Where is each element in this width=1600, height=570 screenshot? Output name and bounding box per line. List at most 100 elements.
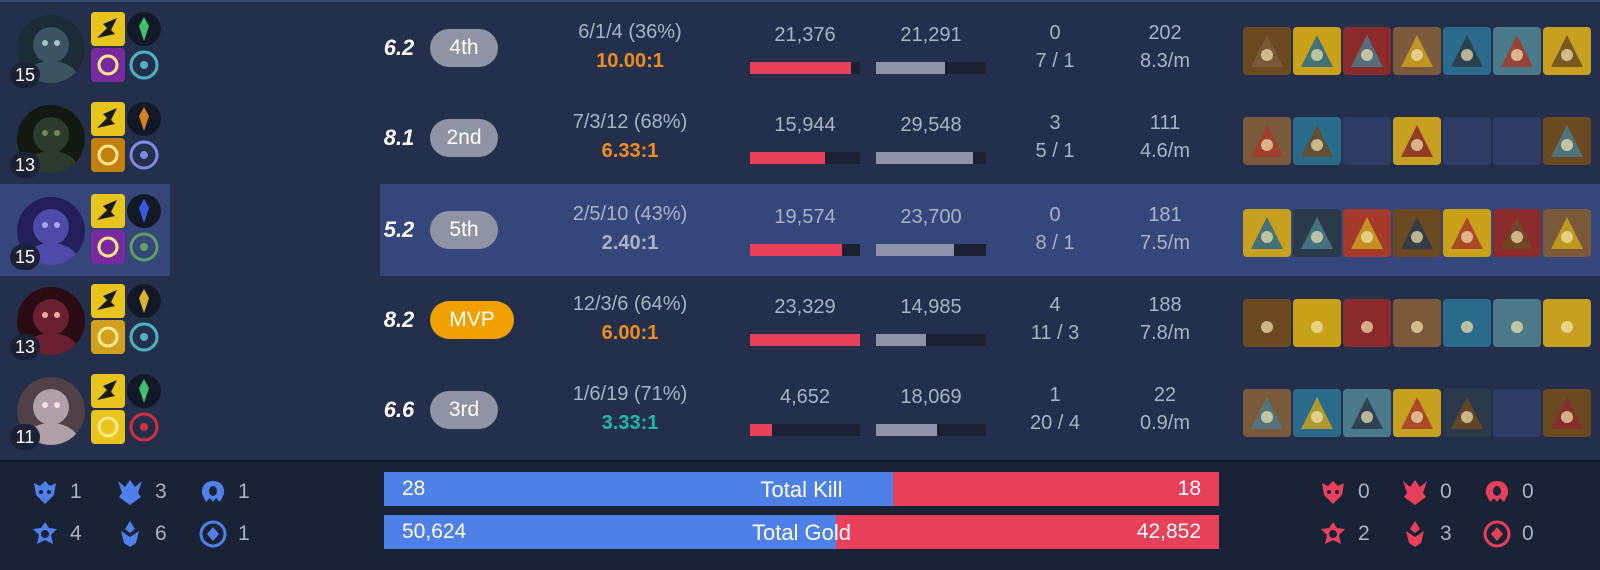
damage-taken-value: 29,548 xyxy=(900,114,962,136)
damage-dealt-bar xyxy=(750,62,860,74)
item-5-icon[interactable] xyxy=(1443,299,1491,347)
item-4-icon[interactable] xyxy=(1393,27,1441,75)
damage-dealt-fill xyxy=(750,424,772,436)
blue-herald-stat: 1 xyxy=(198,476,318,508)
total-gold-blue-value: 50,624 xyxy=(402,520,467,543)
item-2-icon[interactable] xyxy=(1293,117,1341,165)
keystone-rune-icon[interactable] xyxy=(127,102,161,136)
item-3-icon[interactable] xyxy=(1343,299,1391,347)
item-1-icon[interactable] xyxy=(1243,27,1291,75)
player-row[interactable]: 13 8.1 2nd 7/3/12 (68%) 6.33:1 15,944 29,548 3… xyxy=(0,92,1600,182)
item-6-icon[interactable] xyxy=(1493,299,1541,347)
ghost-spell-icon[interactable] xyxy=(91,410,125,444)
flash-spell-icon[interactable] xyxy=(91,12,125,46)
item-2-icon[interactable] xyxy=(1293,27,1341,75)
total-gold-bar: 50,624 Total Gold 42,852 xyxy=(384,515,1219,549)
op-score: 6.2 xyxy=(383,35,415,60)
item-3-icon[interactable] xyxy=(1343,389,1391,437)
item-5-icon[interactable] xyxy=(1443,389,1491,437)
item-3-icon[interactable] xyxy=(1343,27,1391,75)
total-kill-blue-fill xyxy=(384,472,893,506)
secondary-rune-icon[interactable] xyxy=(127,138,161,172)
damage-taken-value: 23,700 xyxy=(900,206,962,228)
tower-icon xyxy=(33,522,57,544)
total-gold-red-fill xyxy=(835,515,1219,549)
teleport-spell-icon[interactable] xyxy=(91,230,125,264)
damage-dealt-fill xyxy=(750,244,843,256)
item-2-icon[interactable] xyxy=(1293,299,1341,347)
item-4-icon[interactable] xyxy=(1393,117,1441,165)
item-2-icon[interactable] xyxy=(1293,389,1341,437)
item-4-icon[interactable] xyxy=(1393,299,1441,347)
cs-per-minute: 7.8/m xyxy=(1139,322,1191,344)
keystone-rune-icon[interactable] xyxy=(127,284,161,318)
item-6-icon[interactable] xyxy=(1493,209,1541,257)
rank-badge: MVP xyxy=(430,301,514,339)
damage-dealt-bar xyxy=(750,424,860,436)
player-row[interactable]: 15 5.2 5th 2/5/10 (43%) 2.40:1 19,574 23,700 0… xyxy=(0,184,1600,276)
keystone-rune-icon[interactable] xyxy=(127,12,161,46)
red-tower-count: 2 xyxy=(1358,522,1370,545)
item-6-icon[interactable] xyxy=(1493,27,1541,75)
empty-item-slot xyxy=(1343,117,1391,165)
kda-ratio: 10.00:1 xyxy=(596,50,664,72)
inhibitor-icon xyxy=(121,521,139,547)
damage-taken-bar xyxy=(876,244,986,256)
damage-dealt-bar xyxy=(750,244,860,256)
item-4-icon[interactable] xyxy=(1393,209,1441,257)
secondary-rune-icon[interactable] xyxy=(127,410,161,444)
flash-spell-icon[interactable] xyxy=(91,194,125,228)
trinket-icon[interactable] xyxy=(1543,209,1591,257)
player-row[interactable]: 15 6.2 4th 6/1/4 (36%) 10.00:1 21,376 21,291 0… xyxy=(0,2,1600,92)
kda-ratio: 6.33:1 xyxy=(601,140,659,162)
red-herald-count: 0 xyxy=(1522,480,1534,503)
player-row[interactable]: 13 8.2 MVP 12/3/6 (64%) 6.00:1 23,329 14,985 4… xyxy=(0,274,1600,364)
flash-spell-icon[interactable] xyxy=(91,284,125,318)
trinket-icon[interactable] xyxy=(1543,299,1591,347)
ignite-spell-icon[interactable] xyxy=(91,138,125,172)
flash-spell-icon[interactable] xyxy=(91,102,125,136)
item-5-icon[interactable] xyxy=(1443,209,1491,257)
secondary-rune-icon[interactable] xyxy=(127,230,161,264)
kda-ratio: 6.00:1 xyxy=(601,322,659,344)
item-4-icon[interactable] xyxy=(1393,389,1441,437)
total-gold-blue-fill xyxy=(384,515,836,549)
champion-level: 11 xyxy=(10,424,40,450)
item-3-icon[interactable] xyxy=(1343,209,1391,257)
wards-placed-killed: 20 / 4 xyxy=(1029,412,1081,434)
player-row[interactable]: 11 6.6 3rd 1/6/19 (71%) 3.33:1 4,652 18,069 1 2… xyxy=(0,364,1600,454)
wards-placed-killed: 7 / 1 xyxy=(1035,50,1075,72)
trinket-icon[interactable] xyxy=(1543,117,1591,165)
damage-dealt-value: 19,574 xyxy=(774,206,836,228)
smite-spell-icon[interactable] xyxy=(91,48,125,82)
item-1-icon[interactable] xyxy=(1243,389,1291,437)
damage-taken-bar xyxy=(876,152,986,164)
red-baron-count: 0 xyxy=(1358,480,1370,503)
damage-taken-fill xyxy=(876,152,973,164)
secondary-rune-icon[interactable] xyxy=(127,48,161,82)
damage-taken-fill xyxy=(876,244,955,256)
exhaust-spell-icon[interactable] xyxy=(91,320,125,354)
item-1-icon[interactable] xyxy=(1243,299,1291,347)
blue-tower-stat: 4 xyxy=(30,518,150,550)
red-inhibitor-stat: 3 xyxy=(1400,518,1520,550)
damage-dealt-value: 4,652 xyxy=(779,386,831,408)
item-1-icon[interactable] xyxy=(1243,209,1291,257)
keystone-rune-icon[interactable] xyxy=(127,194,161,228)
item-1-icon[interactable] xyxy=(1243,117,1291,165)
keystone-rune-icon[interactable] xyxy=(127,374,161,408)
trinket-icon[interactable] xyxy=(1543,27,1591,75)
champion-level: 15 xyxy=(10,62,40,88)
total-gold-red-value: 42,852 xyxy=(1136,520,1201,543)
empty-item-slot xyxy=(1443,117,1491,165)
op-score: 6.6 xyxy=(383,397,415,422)
control-wards: 0 xyxy=(1049,204,1061,226)
item-2-icon[interactable] xyxy=(1293,209,1341,257)
secondary-rune-icon[interactable] xyxy=(127,320,161,354)
total-kill-bar: 28 Total Kill 18 xyxy=(384,472,1219,506)
red-inhibitor-count: 3 xyxy=(1440,522,1452,545)
total-kill-red-value: 18 xyxy=(1177,477,1201,500)
heal-spell-icon[interactable] xyxy=(91,374,125,408)
item-5-icon[interactable] xyxy=(1443,27,1491,75)
trinket-icon[interactable] xyxy=(1543,389,1591,437)
